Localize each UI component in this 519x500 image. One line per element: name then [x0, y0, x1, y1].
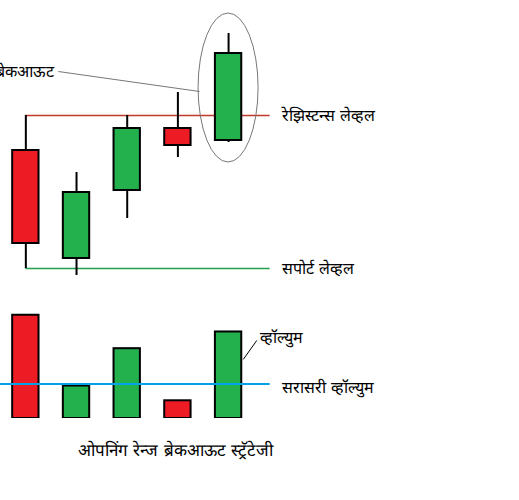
svg-text:व्हॉल्युम: व्हॉल्युम	[260, 328, 303, 348]
svg-text:सरासरी व्हॉल्युम: सरासरी व्हॉल्युम	[282, 378, 374, 398]
svg-text:ब्रेकआऊट: ब्रेकआऊट	[0, 62, 55, 81]
svg-text:रेझिस्टन्स लेव्हल: रेझिस्टन्स लेव्हल	[281, 106, 376, 125]
svg-text:सपोर्ट लेव्हल: सपोर्ट लेव्हल	[282, 259, 355, 278]
html-text:ओपनिंग रेन्ज ब्रेकआऊट स्ट्रॅटे: ओपनिंग रेन्ज ब्रेकआऊट स्ट्रॅटेजी	[78, 440, 274, 460]
